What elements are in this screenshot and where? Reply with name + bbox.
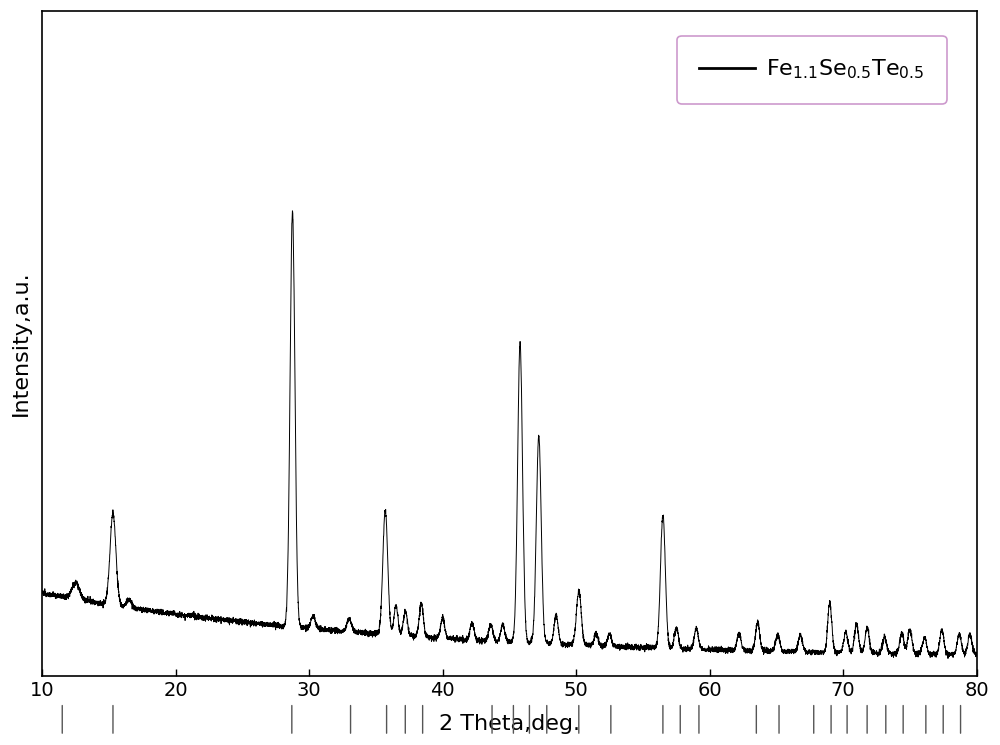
Y-axis label: Intensity,a.u.: Intensity,a.u. bbox=[11, 271, 31, 416]
X-axis label: 2 Theta,deg.: 2 Theta,deg. bbox=[439, 714, 580, 734]
Legend: Fe$_{1.1}$Se$_{0.5}$Te$_{0.5}$: Fe$_{1.1}$Se$_{0.5}$Te$_{0.5}$ bbox=[677, 36, 947, 104]
